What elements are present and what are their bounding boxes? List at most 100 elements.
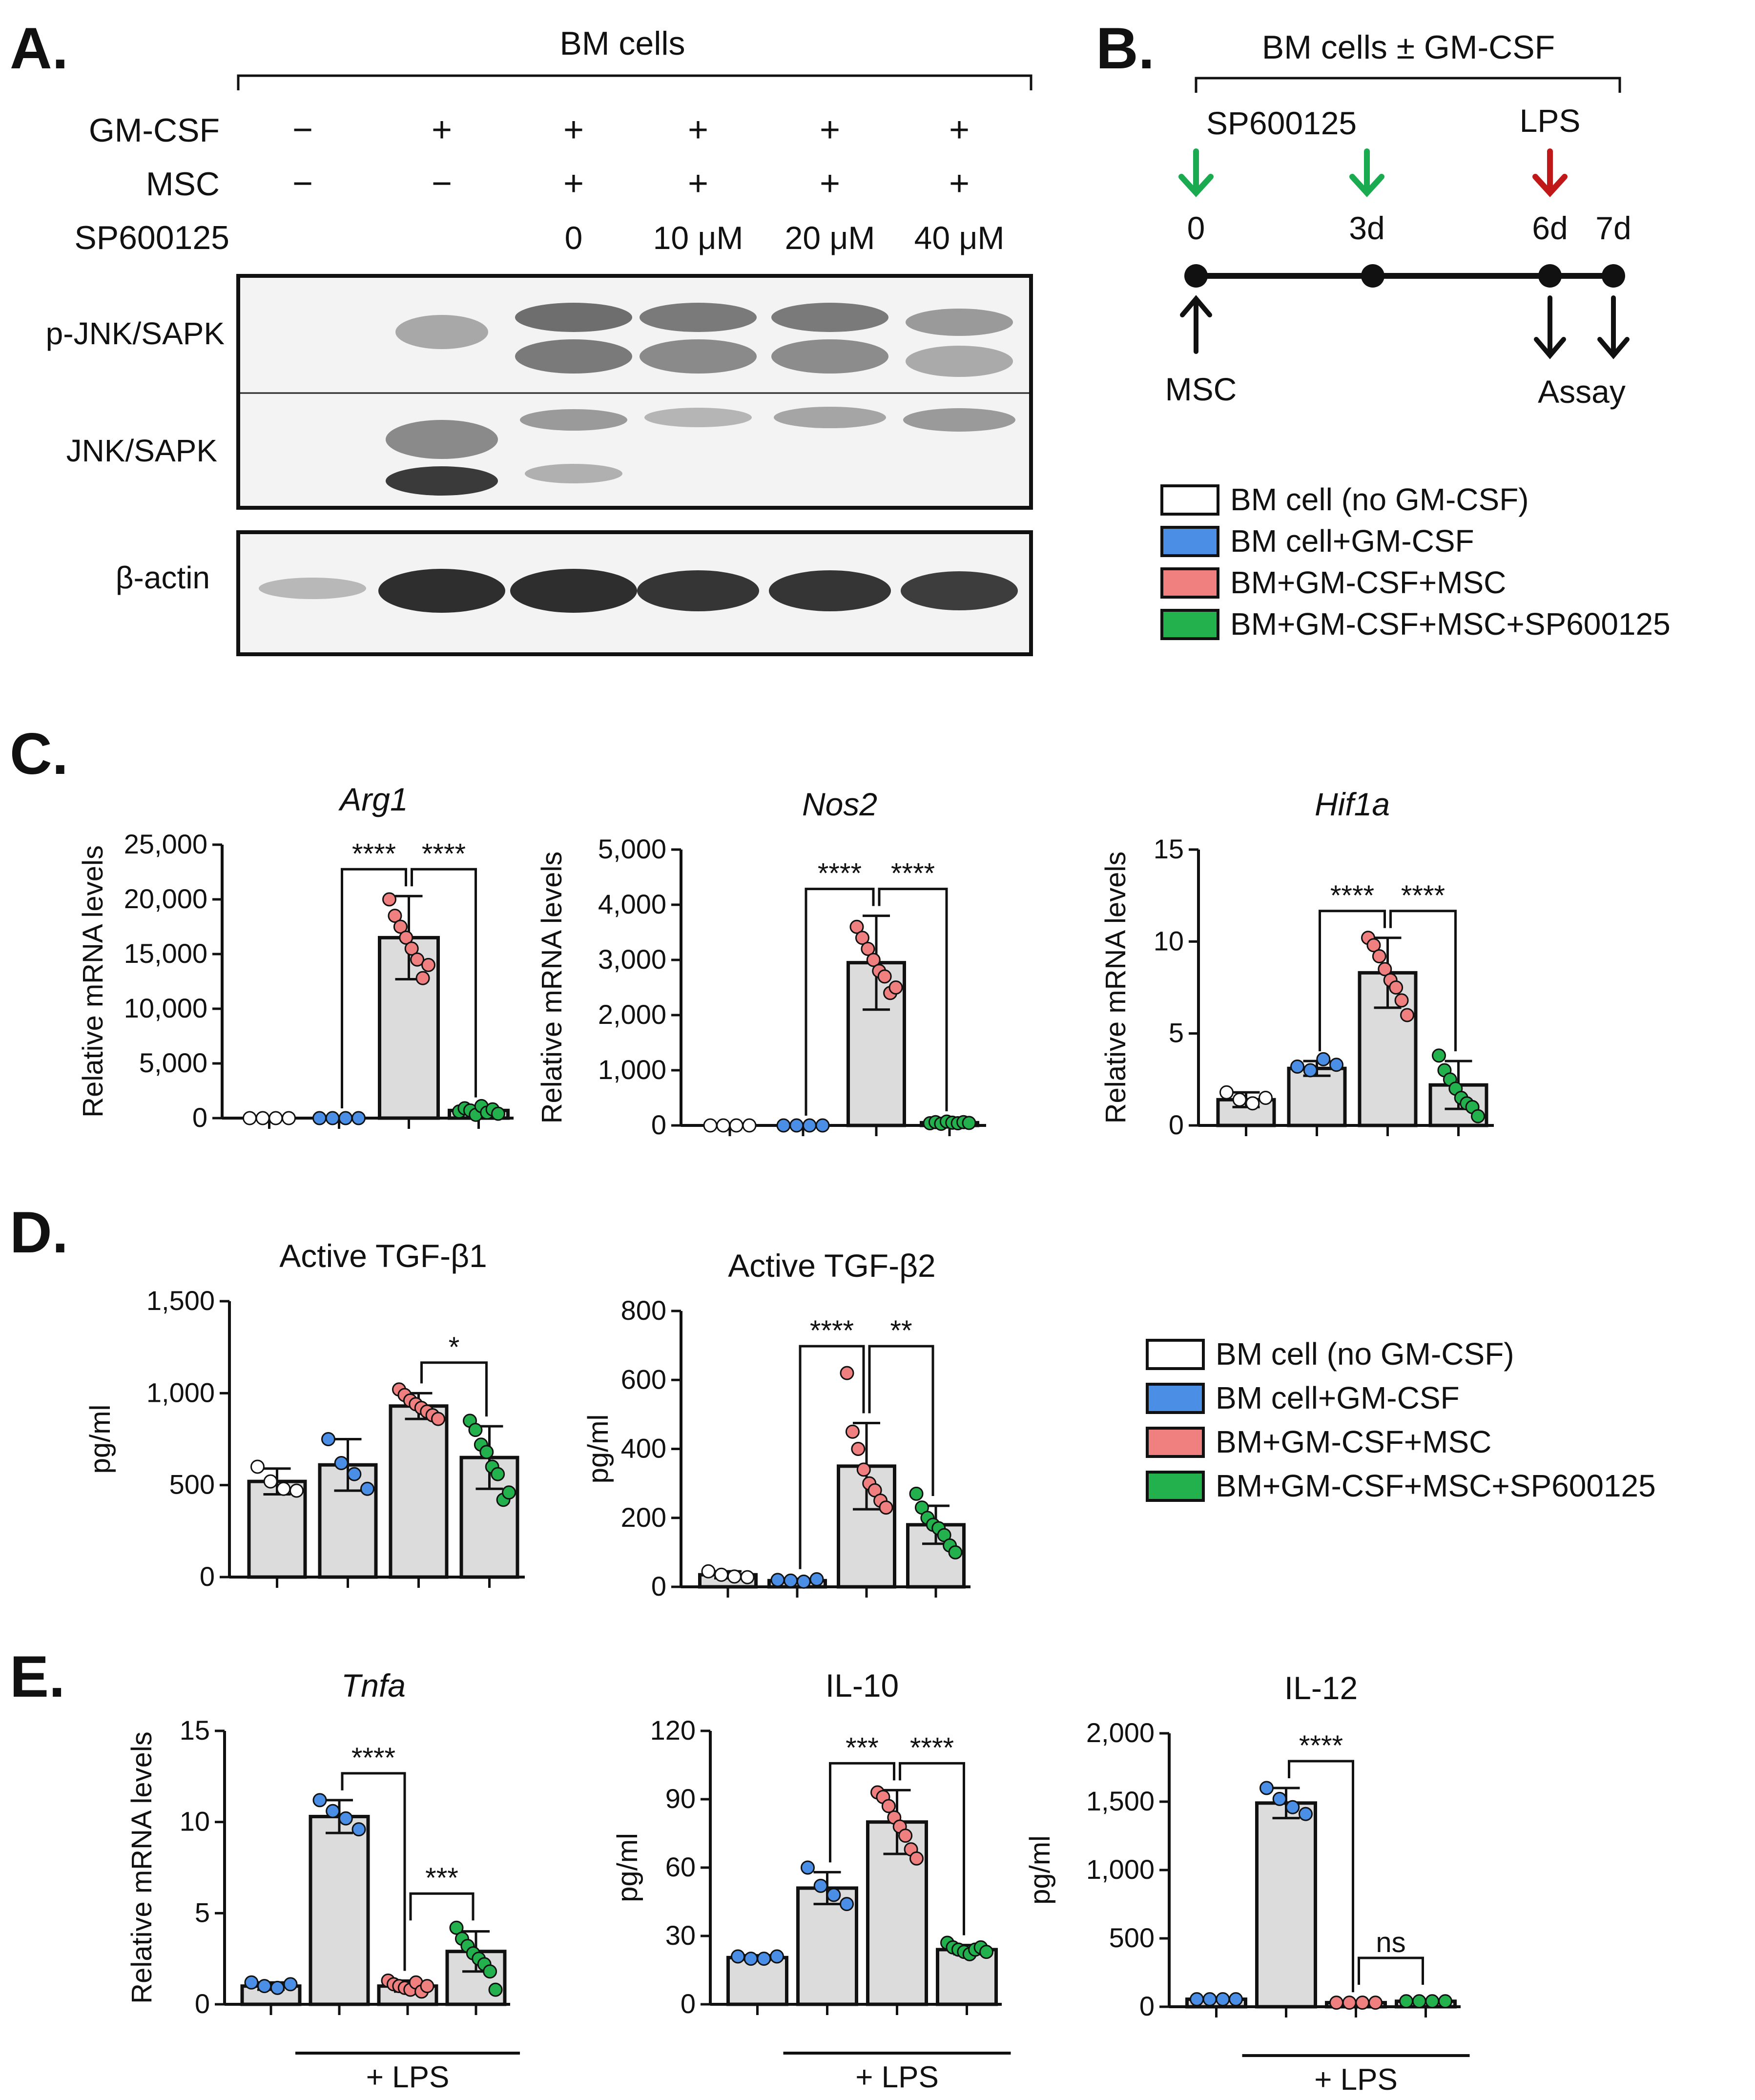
data-point <box>1412 1994 1426 2009</box>
data-point <box>1425 1994 1440 2009</box>
y-tick-label: 3,000 <box>598 944 666 975</box>
chart-title: Hif1a <box>1315 786 1390 822</box>
y-tick-label: 400 <box>621 1433 666 1464</box>
legend-swatch-msc <box>1146 1427 1205 1458</box>
band <box>903 408 1015 432</box>
y-tick-label: 10 <box>1154 925 1184 956</box>
row-label-msc: MSC <box>146 166 220 203</box>
y-axis-label: Relative mRNA levels <box>536 852 568 1124</box>
y-tick-label: 0 <box>681 1988 696 2019</box>
band <box>386 420 498 459</box>
msc-arrow <box>1180 295 1212 354</box>
significance-bracket <box>1389 910 1457 1052</box>
y-axis-label: pg/ml <box>84 1405 116 1474</box>
band <box>640 339 757 374</box>
data-point <box>776 1118 791 1133</box>
data-point <box>1245 1096 1260 1111</box>
band <box>378 569 505 613</box>
drug-label: SP600125 <box>1206 105 1357 141</box>
data-point <box>1290 1059 1304 1074</box>
band <box>640 303 757 332</box>
data-point <box>421 957 435 972</box>
data-point <box>1399 1994 1413 2009</box>
band <box>644 408 752 427</box>
significance-bracket <box>899 1762 965 1935</box>
y-tick-label: 30 <box>665 1920 696 1951</box>
data-point <box>1299 1807 1313 1821</box>
y-tick-label: 2,000 <box>1086 1717 1155 1748</box>
data-point <box>491 1106 505 1121</box>
legend-swatch-msc <box>1160 567 1219 599</box>
y-axis-label: pg/ml <box>582 1414 614 1484</box>
data-point <box>270 1980 285 1995</box>
row-label-sp600125: SP600125 <box>74 219 229 256</box>
sp-dose: 40 μM <box>914 220 1005 256</box>
legend-label: BM cell+GM-CSF <box>1216 1380 1460 1415</box>
data-point <box>334 1455 349 1470</box>
data-point <box>393 919 408 934</box>
data-point <box>360 1481 374 1496</box>
jnk-blot <box>236 274 1033 510</box>
y-tick-label: 15 <box>180 1715 210 1746</box>
data-point <box>703 1118 718 1133</box>
data-point <box>716 1118 731 1133</box>
gmcsf-sign: + <box>949 110 970 149</box>
legend-label: BM+GM-CSF+MSC+SP600125 <box>1216 1468 1656 1503</box>
data-point <box>909 1486 924 1501</box>
data-point <box>849 919 864 934</box>
timeline-point <box>1538 264 1562 288</box>
y-tick-label: 120 <box>650 1715 696 1746</box>
data-point <box>338 1111 353 1125</box>
data-point <box>729 1118 743 1133</box>
data-point <box>326 1804 340 1818</box>
y-tick-label: 1,000 <box>1086 1854 1155 1885</box>
panel-c-label: C. <box>10 721 68 787</box>
data-point <box>250 1459 265 1474</box>
panel-d-label: D. <box>10 1200 68 1265</box>
data-point <box>488 1982 503 1997</box>
sp-doses: 0 10 μM 20 μM 40 μM <box>565 220 1005 256</box>
data-point <box>491 1467 505 1481</box>
legend-label: BM+GM-CSF+MSC <box>1230 565 1506 600</box>
data-point <box>321 1432 335 1446</box>
blot-label-jnk: JNK/SAPK <box>66 433 217 468</box>
significance-label: *** <box>846 1732 879 1764</box>
data-point <box>714 1567 729 1582</box>
data-point <box>1438 1994 1452 2009</box>
data-point <box>1232 1092 1247 1107</box>
drug-arrow <box>1178 148 1214 197</box>
chart-title: Active TGF-β1 <box>279 1238 487 1274</box>
legend-swatch-sp <box>1160 609 1219 640</box>
sp-dose: 10 μM <box>653 220 743 256</box>
significance-label: **** <box>910 1732 954 1764</box>
data-point <box>257 1979 272 1994</box>
data-point <box>1342 1996 1357 2010</box>
chart-title: IL-10 <box>826 1667 899 1704</box>
data-point <box>263 1474 278 1489</box>
legend-swatch-gm <box>1160 526 1219 557</box>
chart-title: IL-12 <box>1284 1670 1358 1706</box>
y-tick-label: 5,000 <box>139 1047 207 1078</box>
y-tick-label: 800 <box>621 1295 666 1326</box>
legend-middle: BM cell (no GM-CSF) BM cell+GM-CSF BM+GM… <box>1146 1336 1656 1503</box>
legend-swatch-ctrl <box>1160 484 1219 516</box>
bar <box>726 1955 788 2006</box>
gmcsf-sign: − <box>292 110 313 149</box>
band <box>771 339 888 374</box>
stim-label: LPS <box>1520 103 1581 139</box>
assay-label: Assay <box>1538 374 1626 410</box>
y-axis-label: pg/ml <box>612 1833 643 1902</box>
data-point <box>282 1111 296 1125</box>
significance-label: ** <box>890 1315 912 1347</box>
chart-title: Tnfa <box>341 1667 406 1704</box>
jnk-bands <box>386 407 1015 496</box>
data-point <box>268 1111 283 1125</box>
legend-label: BM+GM-CSF+MSC+SP600125 <box>1230 606 1671 642</box>
y-tick-label: 15 <box>1154 833 1184 864</box>
gmcsf-signs: − + + + + + <box>292 110 970 149</box>
significance-bracket <box>1288 1760 1354 1993</box>
data-point <box>770 1573 785 1587</box>
data-point <box>1355 1996 1370 2010</box>
timeline-point <box>1184 264 1208 288</box>
